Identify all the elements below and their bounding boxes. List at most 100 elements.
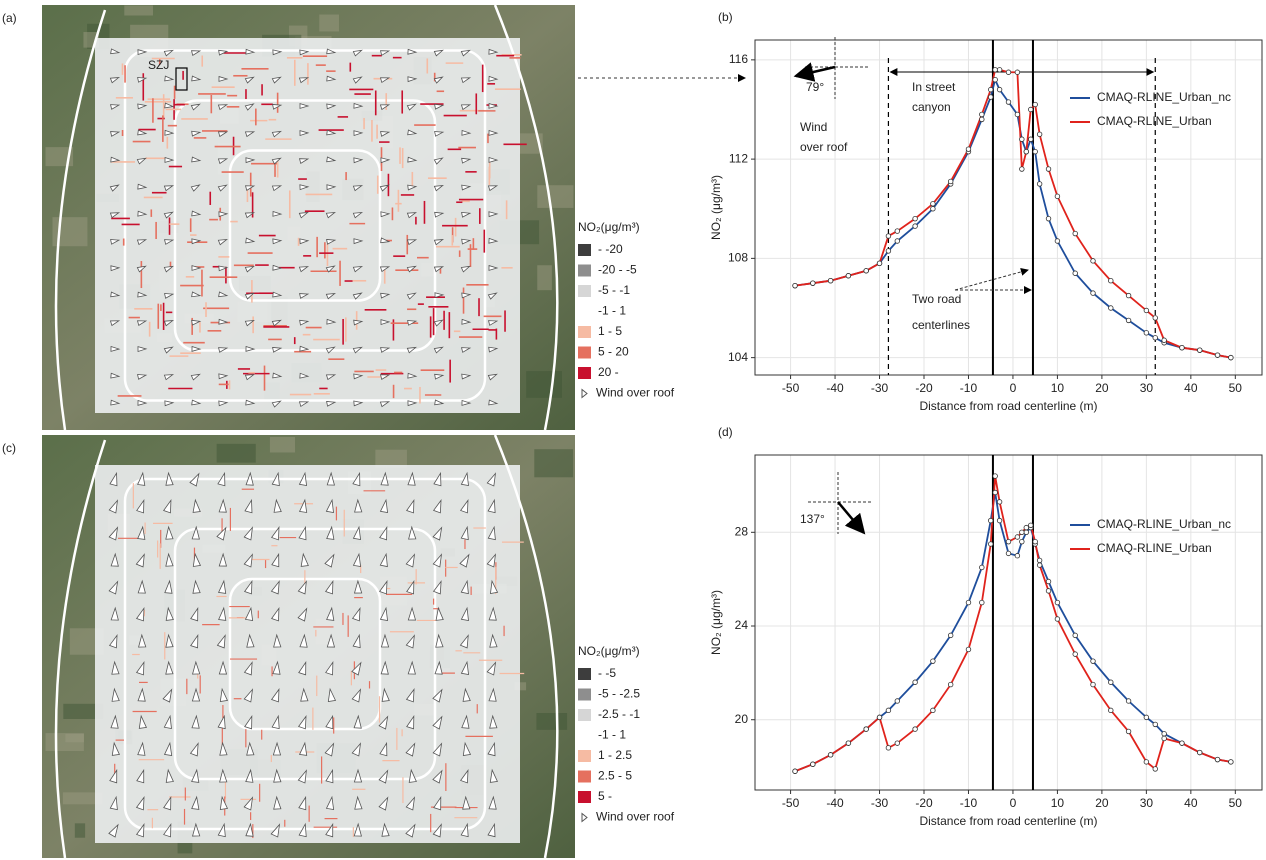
wind-arrow [137, 399, 148, 406]
y-tick-label: 108 [728, 251, 748, 265]
data-point [1143, 759, 1150, 765]
data-point [979, 564, 985, 571]
x-tick-label: 50 [1229, 796, 1243, 810]
legend-label: CMAQ-RLINE_Urban_nc [1097, 517, 1231, 531]
wind-arrow [137, 525, 146, 540]
wind-arrow [244, 714, 253, 730]
wind-arrow [380, 157, 391, 164]
wind-arrow [325, 714, 334, 730]
legend-label: 2.5 - 5 [598, 769, 632, 783]
wind-arrow [164, 156, 175, 163]
wind-arrow [433, 795, 442, 811]
wind-arrow [460, 77, 472, 84]
field [514, 682, 527, 691]
wind-arrow [110, 291, 121, 298]
wind-arrow [245, 399, 256, 406]
wind-arrow [164, 239, 175, 245]
wind-arrow [137, 210, 148, 217]
wind-arrow [298, 77, 310, 84]
wind-arrow [379, 498, 389, 513]
data-point [845, 740, 852, 746]
wind-arrow [434, 292, 445, 299]
legend-title: NO₂(μg/m³) [578, 644, 640, 658]
wind-arrow [325, 795, 335, 810]
wind-arrow [298, 266, 310, 273]
wind-arrow [190, 184, 201, 192]
legend-swatch [578, 346, 591, 359]
data-point [992, 77, 998, 83]
wind-arrow [460, 471, 469, 487]
data-point [1023, 148, 1029, 155]
wind-arrow [163, 211, 174, 219]
wind-arrow [244, 319, 255, 327]
wind-arrow [459, 499, 469, 514]
y-tick-label: 112 [729, 151, 748, 165]
legend-swatch [578, 326, 591, 338]
data-point [1228, 759, 1234, 765]
wind-vector [793, 62, 836, 82]
field [537, 265, 552, 291]
wind-arrow [135, 796, 145, 811]
wind-arrow [109, 768, 118, 784]
wind-arrow [218, 318, 229, 325]
wind-arrow [137, 49, 148, 56]
x-tick-label: 30 [1140, 796, 1154, 810]
wind-arrow [460, 660, 470, 676]
wind-arrow [489, 768, 499, 783]
data-point [1143, 714, 1150, 721]
wind-arrow [406, 239, 418, 246]
wind-arrow [407, 184, 418, 191]
wind-arrow [326, 633, 336, 648]
wind-arrow [135, 823, 145, 838]
wind-arrow [432, 823, 442, 838]
wind-arrow [461, 157, 472, 164]
y-tick-label: 24 [735, 618, 749, 632]
data-point [1072, 230, 1078, 237]
wind-arrow [272, 291, 283, 298]
data-point [1152, 335, 1158, 341]
wind-arrow [299, 238, 310, 245]
data-point [1152, 766, 1158, 772]
data-point [979, 599, 985, 606]
wind-arrow [379, 401, 391, 408]
wind-arrow [326, 129, 337, 136]
data-point [1152, 721, 1158, 728]
wind-arrow [190, 633, 199, 649]
wind-arrow [219, 741, 228, 756]
wind-arrow [434, 211, 445, 218]
wind-arrow [299, 633, 308, 648]
wind-arrow [459, 553, 470, 568]
wind-arrow [378, 580, 388, 595]
wind-arrow [460, 606, 469, 622]
wind-arrow [379, 77, 391, 84]
wind-arrow [432, 688, 443, 703]
wind-arrow [406, 498, 415, 514]
data-point [996, 67, 1003, 73]
data-point [1028, 522, 1034, 528]
wind-arrow [380, 471, 389, 486]
data-point [1019, 166, 1025, 172]
wind-arrow [486, 553, 497, 568]
wind-arrow [163, 374, 175, 381]
wind-arrow [137, 471, 146, 486]
wind-arrow [216, 526, 227, 541]
wind-arrow [110, 239, 121, 245]
wind-arrow [245, 157, 256, 164]
wind-arrow [433, 471, 442, 487]
wind-arrow [461, 129, 472, 136]
plot-frame [754, 39, 1263, 376]
wind-arrow [110, 104, 121, 110]
wind-arrow [489, 633, 498, 648]
wind-arrow [191, 687, 201, 702]
data-point [979, 116, 985, 123]
wind-arrow [162, 688, 173, 703]
wind-arrow [189, 742, 199, 757]
wind-arrow [489, 579, 499, 595]
x-tick-label: 40 [1184, 381, 1198, 395]
wind-arrow [273, 498, 282, 513]
wind-arrow [217, 238, 228, 246]
wind-arrow [272, 741, 282, 756]
wind-arrow [432, 769, 443, 784]
wind-arrow [191, 238, 202, 245]
